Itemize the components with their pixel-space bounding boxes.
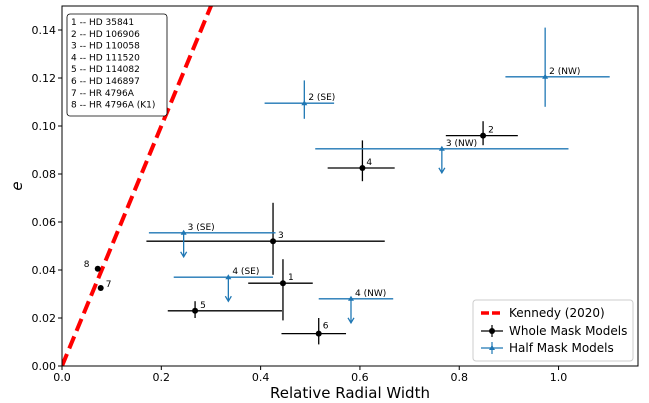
x-tick-label-4: 0.8 bbox=[450, 371, 468, 384]
whole-point-8: 8 bbox=[84, 260, 101, 272]
whole-mask-layer: 1 2 3 4 5 6 7 8 bbox=[84, 121, 518, 345]
y-tick-label-6: 0.12 bbox=[32, 72, 57, 85]
whole-marker-2 bbox=[480, 132, 487, 139]
whole-label-5: 5 bbox=[200, 301, 206, 311]
whole-marker-7 bbox=[97, 285, 104, 291]
whole-point-6: 6 bbox=[281, 318, 347, 345]
whole-point-4: 4 bbox=[327, 140, 395, 182]
whole-label-1: 1 bbox=[288, 273, 294, 283]
half-label-0: 2 (NW) bbox=[549, 67, 580, 77]
key-box-frame bbox=[66, 13, 168, 117]
half-arrow-4 bbox=[224, 295, 232, 303]
x-tick-label-5: 1.0 bbox=[550, 371, 568, 384]
half-point-3NW: 3 (NW) bbox=[315, 139, 569, 175]
half-arrow-5 bbox=[347, 317, 355, 325]
half-point-4NW: 4 (NW) bbox=[318, 289, 394, 325]
y-tick-label-3: 0.06 bbox=[32, 216, 57, 229]
legend-whole-label: Whole Mask Models bbox=[509, 324, 627, 338]
half-marker-5 bbox=[347, 295, 354, 301]
whole-label-7: 7 bbox=[106, 280, 112, 290]
half-marker-4 bbox=[225, 274, 232, 280]
key-entry-3: 3 -- HD 110058 bbox=[71, 42, 140, 52]
half-arrow-2 bbox=[438, 167, 446, 175]
x-tick-label-1: 0.2 bbox=[153, 371, 171, 384]
whole-marker-5 bbox=[192, 307, 199, 314]
x-tick-label-3: 0.6 bbox=[351, 371, 369, 384]
half-marker-3 bbox=[180, 229, 187, 235]
whole-label-2: 2 bbox=[488, 126, 494, 136]
y-tick-label-2: 0.04 bbox=[32, 264, 57, 277]
key-entry-8: 8 -- HR 4796A (K1) bbox=[71, 101, 155, 111]
legend-kennedy-label: Kennedy (2020) bbox=[509, 306, 605, 320]
key-entry-7: 7 -- HR 4796A bbox=[71, 89, 135, 99]
whole-point-2: 2 bbox=[445, 121, 518, 146]
half-point-2SE: 2 (SE) bbox=[264, 80, 335, 119]
half-marker-0 bbox=[542, 73, 549, 79]
x-tick-label-0: 0.0 bbox=[53, 371, 71, 384]
whole-marker-4 bbox=[359, 165, 366, 171]
axes-frame bbox=[61, 5, 639, 367]
half-point-3SE: 3 (SE) bbox=[148, 223, 276, 259]
whole-marker-8 bbox=[94, 265, 101, 272]
key-box: 1 -- HD 35841 2 -- HD 106906 3 -- HD 11005… bbox=[66, 13, 168, 117]
half-label-3: 3 (SE) bbox=[188, 223, 215, 233]
axes: 0.0 0.2 0.4 0.6 0.8 1.0 0.00 0.02 0.04 0.06 0.08 0.… bbox=[8, 5, 639, 402]
y-tick-label-5: 0.10 bbox=[32, 120, 57, 133]
legend: Kennedy (2020) Whole Mask Models Half Mask… bbox=[472, 299, 634, 362]
whole-label-4: 4 bbox=[366, 158, 372, 168]
legend-half-marker bbox=[489, 345, 495, 350]
y-tick-label-0: 0.00 bbox=[32, 360, 57, 373]
legend-half-label: Half Mask Models bbox=[509, 341, 614, 355]
half-label-2: 3 (NW) bbox=[446, 139, 477, 149]
x-tick-label-2: 0.4 bbox=[252, 371, 270, 384]
legend-frame bbox=[472, 299, 634, 362]
half-mask-layer: 2 (NW) 2 (SE) 3 (NW) 3 (SE) 4 (SE) 4 (NW) bbox=[148, 27, 610, 325]
whole-point-3: 3 bbox=[146, 202, 385, 275]
whole-marker-1 bbox=[279, 280, 286, 287]
half-label-4: 4 (SE) bbox=[232, 267, 259, 277]
y-tick-label-1: 0.02 bbox=[32, 312, 57, 325]
half-marker-1 bbox=[301, 100, 308, 106]
legend-whole-marker bbox=[489, 328, 495, 334]
key-entry-4: 4 -- HD 111520 bbox=[71, 53, 140, 63]
x-axis-label: Relative Radial Width bbox=[270, 384, 430, 402]
half-point-4SE: 4 (SE) bbox=[173, 267, 274, 303]
whole-point-7: 7 bbox=[97, 280, 112, 291]
whole-marker-3 bbox=[270, 238, 277, 245]
y-tick-label-7: 0.14 bbox=[32, 24, 57, 37]
half-arrow-3 bbox=[180, 251, 188, 259]
half-label-5: 4 (NW) bbox=[355, 289, 386, 299]
y-axis-label: e bbox=[8, 181, 26, 190]
whole-label-3: 3 bbox=[278, 231, 284, 241]
key-entry-5: 5 -- HD 114082 bbox=[71, 65, 140, 75]
whole-label-8: 8 bbox=[84, 260, 90, 270]
key-entry-1: 1 -- HD 35841 bbox=[71, 18, 134, 28]
key-entry-2: 2 -- HD 106906 bbox=[71, 30, 140, 40]
whole-point-1: 1 bbox=[248, 259, 313, 321]
half-label-1: 2 (SE) bbox=[308, 93, 335, 103]
whole-point-5: 5 bbox=[167, 301, 282, 318]
half-point-2NW: 2 (NW) bbox=[505, 27, 610, 107]
key-entry-6: 6 -- HD 146897 bbox=[71, 77, 140, 87]
whole-marker-6 bbox=[315, 330, 322, 337]
y-tick-label-4: 0.08 bbox=[32, 168, 57, 181]
whole-label-6: 6 bbox=[323, 322, 329, 332]
half-marker-2 bbox=[438, 145, 445, 151]
